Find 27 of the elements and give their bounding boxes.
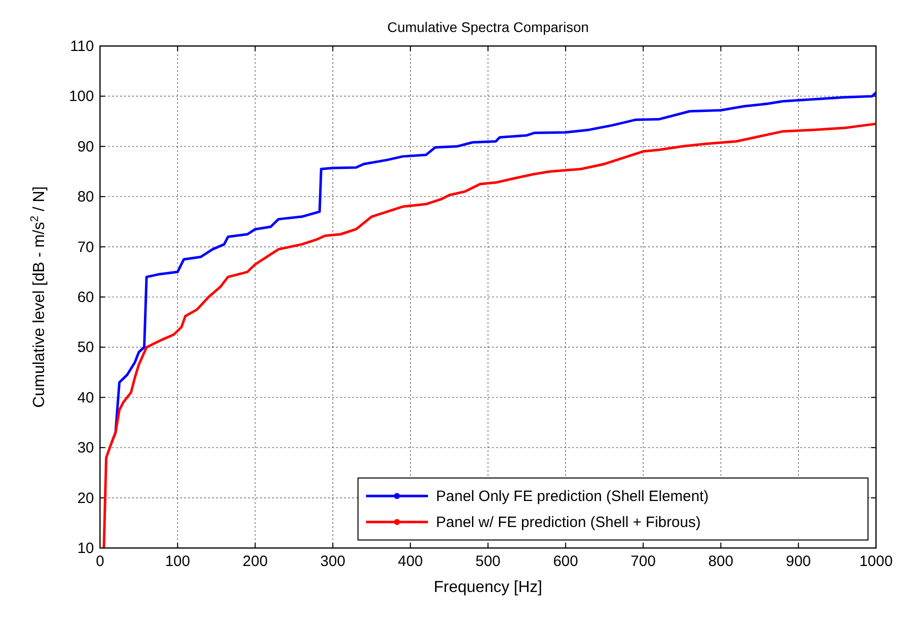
x-tick-label: 300 <box>320 553 346 570</box>
x-tick-label: 500 <box>475 553 501 570</box>
y-tick-label: 20 <box>77 490 94 507</box>
x-tick-label: 1000 <box>859 553 893 570</box>
y-tick-label: 80 <box>77 188 94 206</box>
chart-title: Cumulative Spectra Comparison <box>387 19 589 35</box>
y-tick-label: 10 <box>77 540 94 557</box>
legend-label: Panel Only FE prediction (Shell Element) <box>436 488 709 505</box>
x-tick-label: 800 <box>708 553 734 570</box>
x-tick-label: 100 <box>165 553 190 570</box>
y-tick-label: 30 <box>77 440 94 457</box>
x-tick-label: 400 <box>398 553 423 570</box>
y-tick-label: 70 <box>77 238 94 256</box>
x-tick-label: 900 <box>786 553 811 570</box>
y-tick-label: 50 <box>77 339 94 356</box>
x-tick-label: 200 <box>242 553 268 570</box>
x-tick-label: 0 <box>96 553 104 570</box>
line-series <box>102 122 878 550</box>
y-tick-label: 40 <box>77 389 94 406</box>
y-tick-label: 100 <box>68 88 94 106</box>
y-tick-label: 110 <box>70 38 94 55</box>
x-tick-label: 700 <box>630 553 656 570</box>
y-tick-label: 90 <box>77 138 94 156</box>
legend-label: Panel w/ FE prediction (Shell + Fibrous) <box>436 514 701 531</box>
y-tick-label: 60 <box>77 289 94 306</box>
x-tick-label: 600 <box>553 553 578 570</box>
x-axis-title: Frequency [Hz] <box>434 579 542 596</box>
